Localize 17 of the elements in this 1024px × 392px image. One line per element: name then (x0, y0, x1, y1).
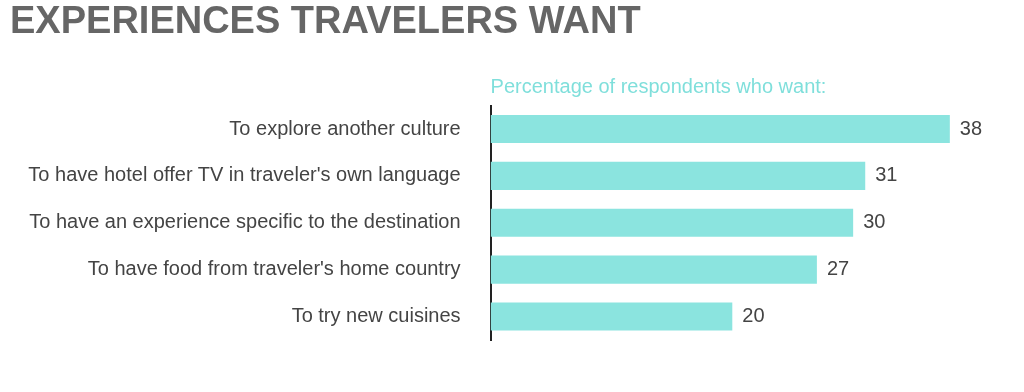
data-label: 20 (742, 304, 765, 327)
bar (490, 114, 950, 144)
chart-title: EXPERIENCES TRAVELERS WANT (10, 0, 641, 42)
y-tick-label: To have food from traveler's home country (87, 257, 461, 280)
bar (490, 208, 854, 237)
y-tick-label: To have hotel offer TV in traveler's own language (28, 163, 461, 186)
y-tick-label: To explore another culture (229, 116, 461, 139)
bar (490, 161, 866, 190)
chart-subtitle: Percentage of respondents who want: (490, 75, 827, 98)
bar (490, 255, 817, 284)
y-tick-label: To have an experience specific to the destination (29, 210, 461, 233)
data-label: 27 (826, 257, 850, 280)
data-label: 30 (863, 210, 886, 233)
data-label: 38 (959, 116, 983, 139)
data-label: 31 (875, 163, 898, 186)
bar (490, 302, 733, 331)
y-tick-label: To try new cuisines (291, 304, 461, 327)
